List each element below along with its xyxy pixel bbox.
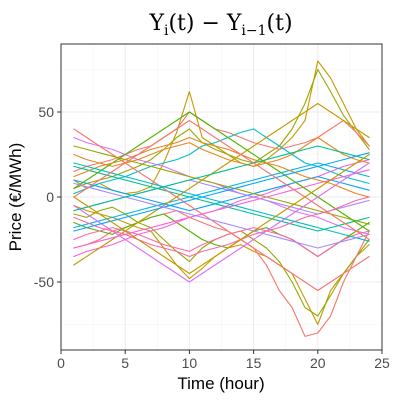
grid — [60, 44, 383, 350]
series-line — [73, 169, 370, 249]
series-line — [73, 128, 370, 292]
series-line — [73, 153, 370, 275]
series-line — [73, 196, 370, 258]
series-line — [73, 128, 370, 195]
series-line — [73, 159, 370, 258]
x-tick-label: 0 — [57, 355, 65, 371]
series-line — [73, 119, 370, 241]
chart-title: Yi(t) − Yi−1(t) — [148, 11, 292, 39]
series-line — [73, 136, 370, 198]
series-line — [73, 182, 370, 249]
series-line — [73, 227, 370, 258]
x-tick-label: 15 — [246, 355, 262, 371]
x-tick-label: 10 — [182, 355, 198, 371]
series-line — [73, 145, 370, 225]
series-line — [73, 136, 370, 167]
series-line — [73, 162, 370, 229]
series-line — [73, 102, 370, 266]
x-tick-label: 25 — [374, 355, 390, 371]
y-tick-label: 50 — [38, 104, 54, 120]
series-line — [73, 111, 370, 232]
x-axis-title: Time (hour) — [177, 374, 264, 393]
series-line — [73, 162, 370, 242]
series-line — [73, 162, 370, 283]
series-line — [73, 145, 370, 212]
x-tick-label: 5 — [121, 355, 129, 371]
y-tick-label: -50 — [34, 274, 54, 290]
y-tick-label: 0 — [46, 189, 54, 205]
series-line — [73, 68, 370, 190]
y-axis-title: Price (€/MWh) — [6, 143, 25, 252]
x-tick-label: 20 — [310, 355, 326, 371]
series-line — [73, 152, 370, 232]
series-line — [73, 165, 370, 232]
series-group — [73, 60, 370, 337]
series-line — [73, 136, 370, 235]
axis-ticks: 0 5 10 15 20 25 -50 0 50 — [34, 104, 390, 371]
